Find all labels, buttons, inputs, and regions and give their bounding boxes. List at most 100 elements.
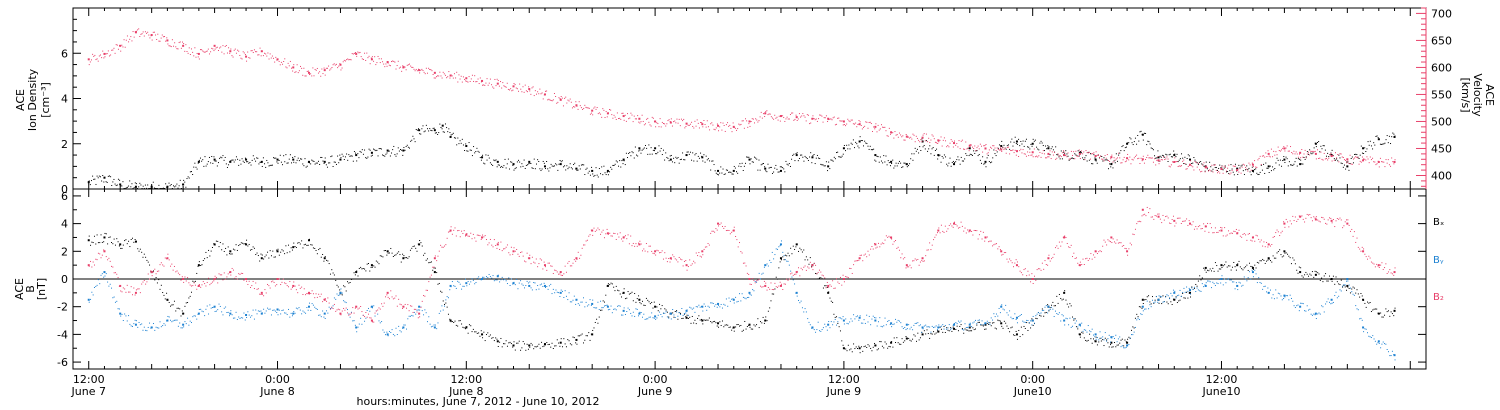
scatter-dot [905, 164, 907, 166]
scatter-dot [903, 162, 905, 164]
scatter-dot [189, 320, 191, 322]
scatter-dot [186, 50, 188, 52]
scatter-dot [837, 322, 839, 324]
scatter-dot [688, 153, 690, 155]
scatter-dot [1195, 162, 1197, 164]
scatter-dot [551, 293, 553, 295]
scatter-dot [117, 241, 119, 243]
scatter-dot [940, 325, 942, 327]
data-point [323, 257, 326, 260]
scatter-dot [153, 187, 155, 189]
scatter-dot [272, 309, 274, 311]
scatter-dot [95, 59, 97, 61]
top-panel-series [87, 28, 1396, 189]
scatter-dot [1102, 158, 1104, 160]
scatter-dot [720, 303, 722, 305]
scatter-dot [680, 158, 682, 160]
scatter-dot [901, 338, 903, 340]
scatter-dot [531, 344, 533, 346]
scatter-dot [179, 179, 181, 181]
scatter-dot [1066, 153, 1068, 155]
scatter-dot [958, 159, 960, 161]
scatter-dot [856, 126, 858, 128]
scatter-dot [1246, 264, 1248, 266]
scatter-dot [978, 148, 980, 150]
scatter-dot [817, 321, 819, 323]
scatter-dot [298, 70, 300, 72]
scatter-dot [859, 352, 861, 354]
scatter-dot [845, 348, 847, 350]
scatter-dot [883, 347, 885, 349]
scatter-dot [716, 173, 718, 175]
scatter-dot [239, 317, 241, 319]
scatter-dot [1348, 287, 1350, 289]
scatter-dot [156, 282, 158, 284]
data-point [811, 326, 814, 329]
scatter-dot [1137, 134, 1139, 136]
scatter-dot [631, 291, 633, 293]
scatter-dot [400, 261, 402, 263]
scatter-dot [715, 127, 717, 129]
scatter-dot [1129, 156, 1131, 158]
scatter-dot [1317, 272, 1319, 274]
scatter-dot [670, 118, 672, 120]
scatter-dot [1183, 297, 1185, 299]
scatter-dot [673, 314, 675, 316]
scatter-dot [902, 135, 904, 137]
scatter-dot [350, 278, 352, 280]
scatter-dot [1131, 329, 1133, 331]
data-point [119, 243, 122, 246]
scatter-dot [1015, 330, 1017, 332]
scatter-dot [386, 152, 388, 154]
scatter-dot [632, 300, 634, 302]
scatter-dot [171, 39, 173, 41]
scatter-dot [288, 65, 290, 67]
data-point [591, 109, 594, 112]
scatter-dot [1157, 150, 1159, 152]
scatter-dot [102, 50, 104, 52]
scatter-dot [121, 44, 123, 46]
scatter-dot [883, 126, 885, 128]
scatter-dot [165, 40, 167, 42]
scatter-dot [963, 332, 965, 334]
scatter-dot [402, 253, 404, 255]
scatter-dot [1389, 315, 1391, 317]
scatter-dot [412, 66, 414, 68]
scatter-dot [1179, 165, 1181, 167]
scatter-dot [636, 118, 638, 120]
scatter-dot [811, 265, 813, 267]
scatter-dot [439, 123, 441, 125]
scatter-dot [1138, 140, 1140, 142]
scatter-dot [349, 58, 351, 60]
scatter-dot [495, 279, 497, 281]
scatter-dot [208, 156, 210, 158]
scatter-dot [1220, 282, 1222, 284]
scatter-dot [324, 74, 326, 76]
scatter-dot [703, 120, 705, 122]
scatter-dot [874, 317, 876, 319]
scatter-dot [678, 312, 680, 314]
scatter-dot [154, 329, 156, 331]
scatter-dot [966, 148, 968, 150]
scatter-dot [559, 345, 561, 347]
scatter-dot [1125, 160, 1127, 162]
scatter-dot [1106, 339, 1108, 341]
scatter-dot [434, 267, 436, 269]
scatter-dot [286, 314, 288, 316]
scatter-dot [930, 139, 932, 141]
scatter-dot [588, 332, 590, 334]
scatter-dot [1051, 151, 1053, 153]
scatter-dot [837, 151, 839, 153]
scatter-dot [1043, 150, 1045, 152]
scatter-dot [571, 344, 573, 346]
scatter-dot [575, 342, 577, 344]
scatter-dot [718, 174, 720, 176]
scatter-dot [1111, 162, 1113, 164]
scatter-dot [896, 337, 898, 339]
scatter-dot [586, 335, 588, 337]
scatter-dot [205, 308, 207, 310]
scatter-dot [1251, 266, 1253, 268]
scatter-dot [551, 342, 553, 344]
scatter-dot [1025, 155, 1027, 157]
scatter-dot [828, 161, 830, 163]
